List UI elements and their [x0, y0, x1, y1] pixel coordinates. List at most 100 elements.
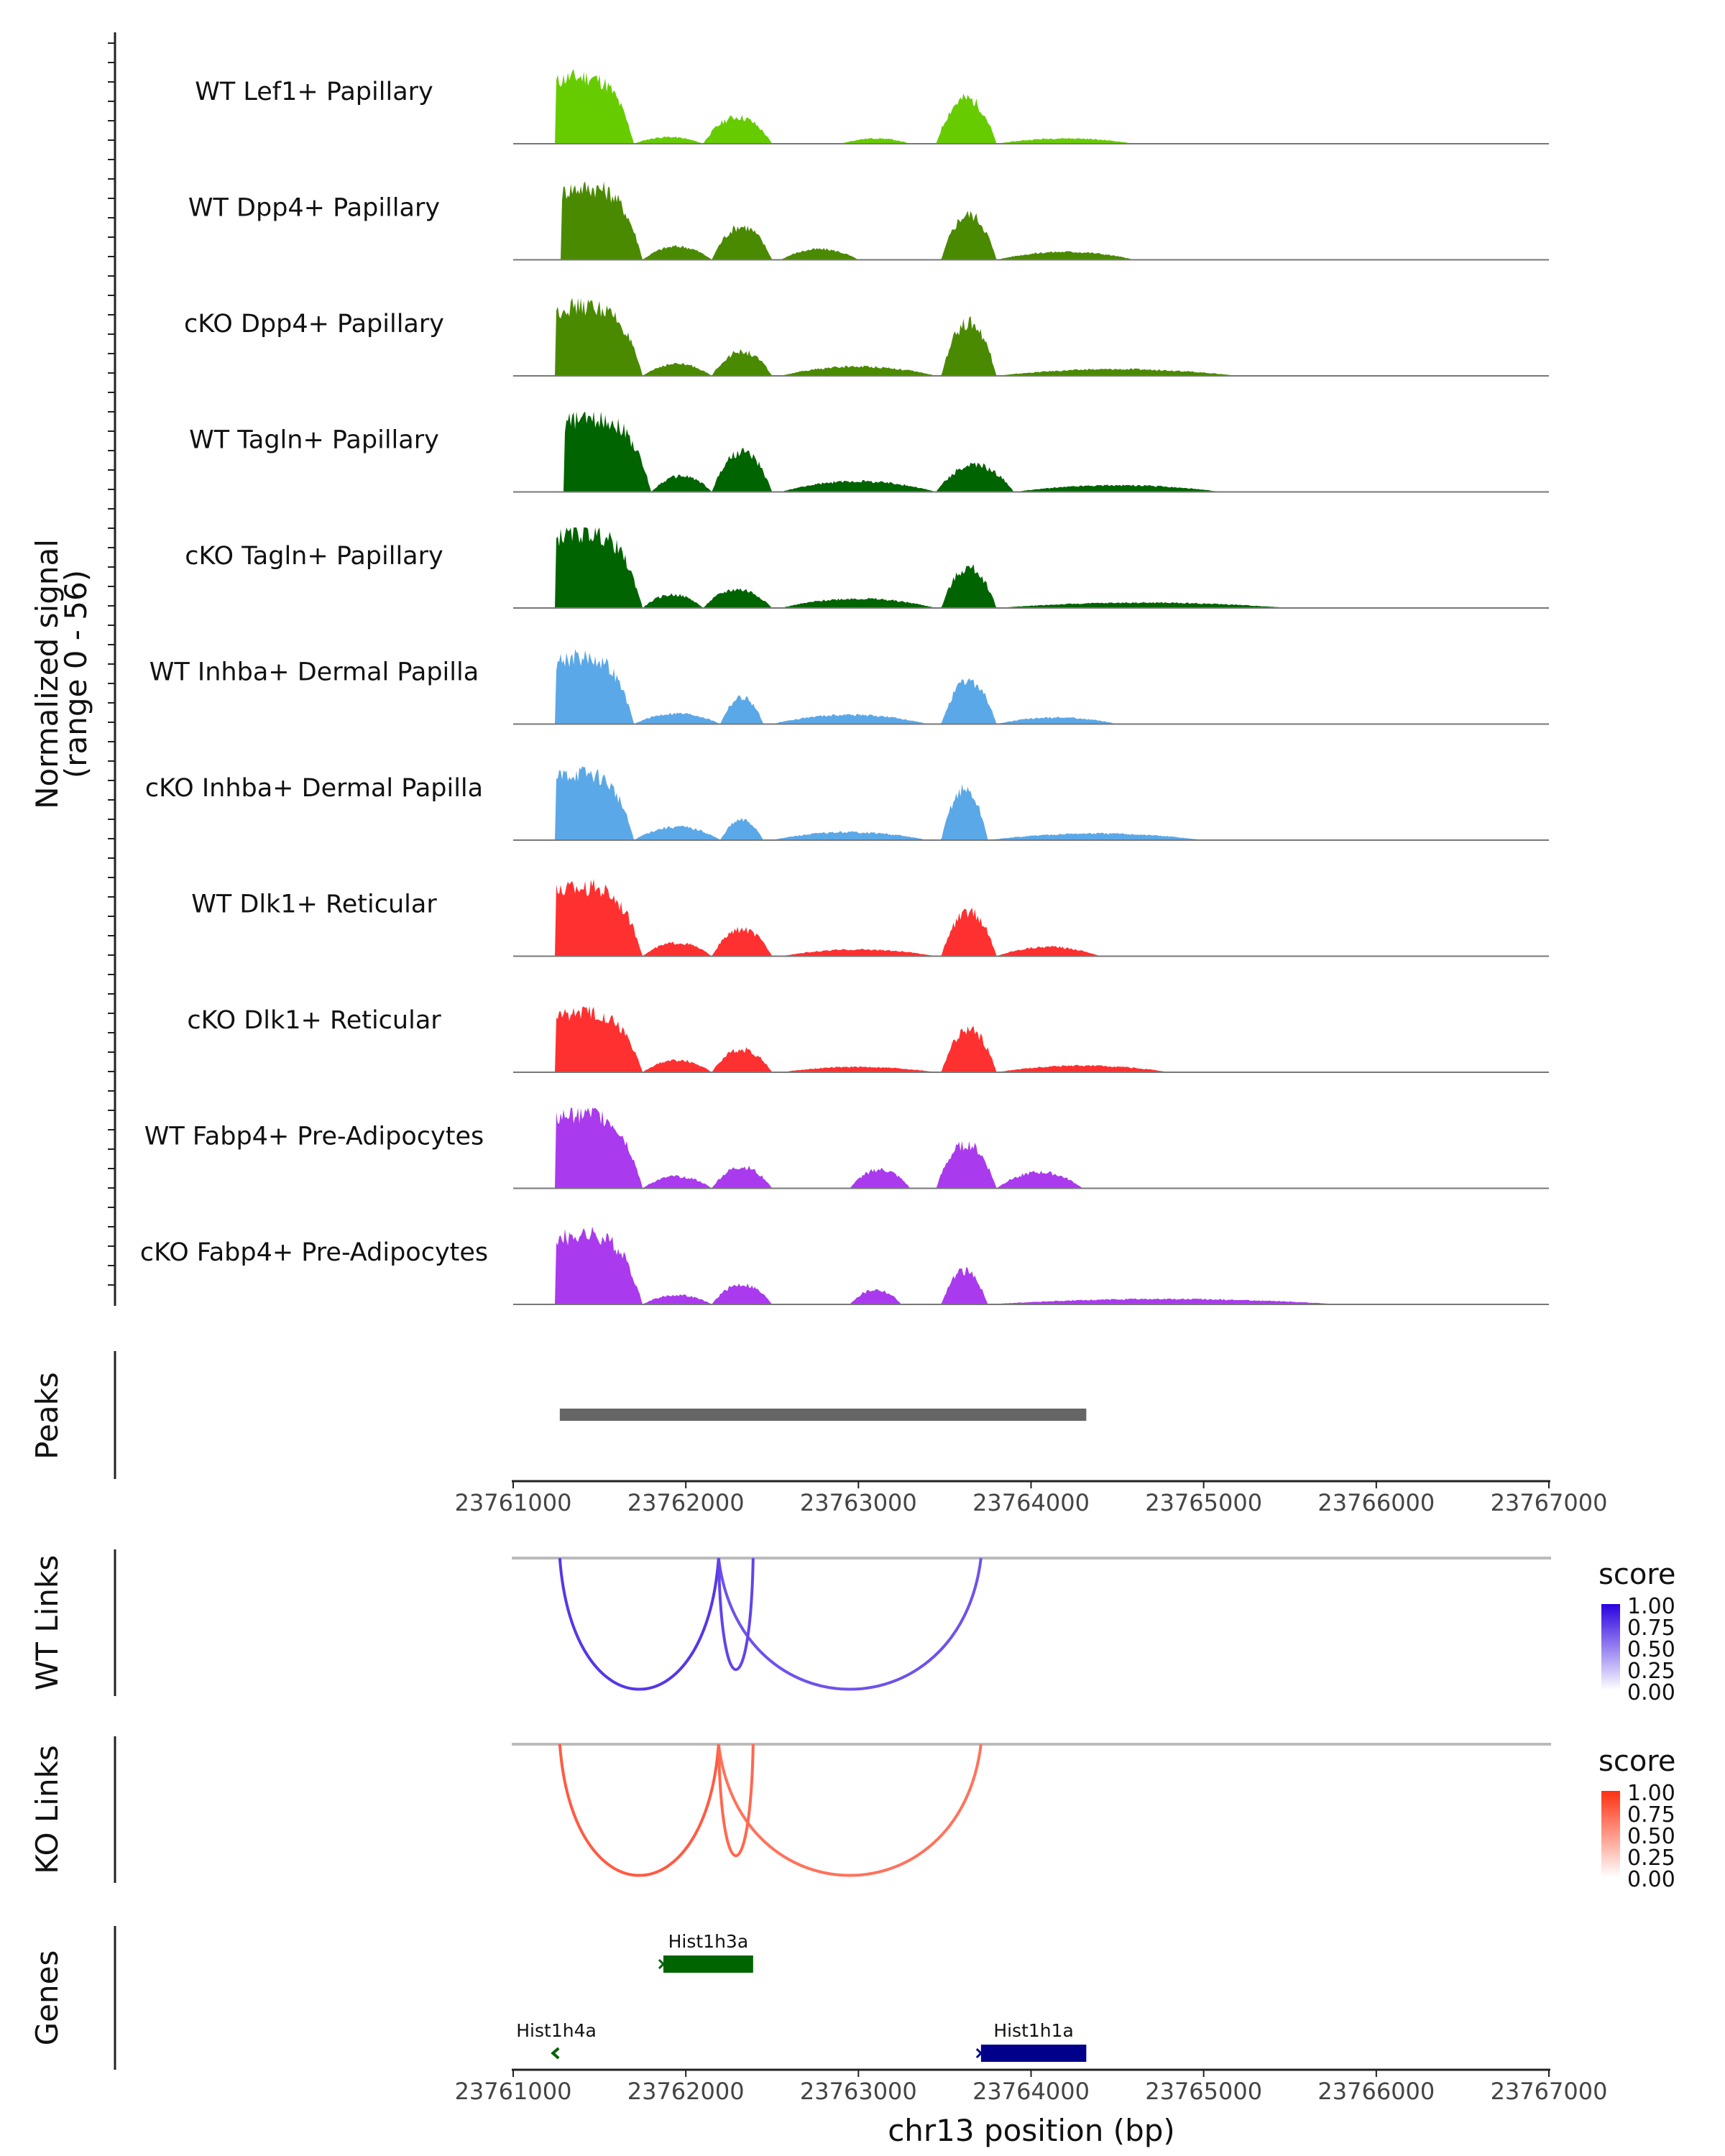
- x-tick-label: 23763000: [800, 1489, 917, 1516]
- x-tick-label: 23766000: [1317, 1489, 1435, 1516]
- strand-arrow-icon: [658, 1958, 666, 1970]
- coverage-y-axis: Normalized signal (range 0 - 56): [29, 32, 116, 1306]
- coverage-area: [513, 879, 1549, 957]
- gene-feature: Hist1h3a: [658, 1931, 753, 1973]
- legend-tick-label: 0.75: [1627, 1802, 1675, 1828]
- legend-tick-label: 0.75: [1627, 1616, 1675, 1641]
- coverage-area: [513, 69, 1549, 144]
- coverage-track: cKO Inhba+ Dermal Papilla: [145, 766, 1549, 841]
- x-tick-label: 23765000: [1145, 1489, 1262, 1516]
- coverage-area: [513, 411, 1549, 492]
- gene-body: [663, 1955, 753, 1973]
- gene-label: Hist1h4a: [516, 2020, 597, 2041]
- strand-arrow-icon: [551, 2047, 560, 2060]
- gene-body: [980, 2045, 1087, 2062]
- legend-tick-label: 0.00: [1627, 1680, 1675, 1705]
- legend-tick-label: 0.50: [1627, 1637, 1675, 1662]
- track-label: WT Fabp4+ Pre-Adipocytes: [144, 1123, 484, 1151]
- coverage-tracks: WT Lef1+ Papillary WT Dpp4+ Papillary cKO …: [140, 69, 1549, 1305]
- coverage-track: cKO Dlk1+ Reticular: [187, 1006, 1549, 1073]
- coverage-track: cKO Fabp4+ Pre-Adipocytes: [140, 1226, 1549, 1305]
- coverage-track: WT Dpp4+ Papillary: [188, 181, 1549, 261]
- legend-tick-label: 1.00: [1627, 1781, 1675, 1806]
- legend-tick-label: 1.00: [1627, 1594, 1675, 1619]
- track-label: cKO Dpp4+ Papillary: [184, 310, 444, 338]
- legend-tick-label: 0.50: [1627, 1824, 1675, 1849]
- coverage-area: [513, 649, 1549, 724]
- track-label: WT Dpp4+ Papillary: [188, 194, 440, 223]
- x-tick-label: 23763000: [800, 2078, 917, 2105]
- x-axis-title: chr13 position (bp): [888, 2113, 1175, 2148]
- track-label: cKO Fabp4+ Pre-Adipocytes: [140, 1238, 488, 1267]
- coverage-y-ticks: [108, 42, 115, 1286]
- strand-arrow-icon: [975, 2047, 983, 2059]
- x-tick-label: 23764000: [972, 2078, 1090, 2105]
- x-tick-label: 23761000: [455, 2078, 572, 2105]
- coverage-area: [513, 528, 1549, 608]
- gene-feature: Hist1h4a: [516, 2020, 597, 2060]
- link-arc: [717, 1557, 983, 1691]
- ko-score-legend: score 1.000.750.500.250.00: [1598, 1745, 1675, 1892]
- coverage-area: [513, 181, 1549, 260]
- coverage-track: WT Lef1+ Papillary: [195, 69, 1549, 144]
- ko-legend-colorbar: [1601, 1791, 1620, 1877]
- x-tick-label: 23766000: [1317, 2078, 1435, 2105]
- gene-label: Hist1h1a: [993, 2020, 1074, 2041]
- ko-legend-title: score: [1598, 1745, 1675, 1778]
- coverage-area: [513, 1006, 1549, 1072]
- track-label: cKO Inhba+ Dermal Papilla: [145, 774, 483, 803]
- x-tick-label: 23765000: [1145, 2078, 1262, 2105]
- legend-tick-label: 0.25: [1627, 1846, 1675, 1871]
- x-tick-label: 23767000: [1491, 1489, 1608, 1516]
- coverage-track: cKO Dpp4+ Papillary: [184, 298, 1549, 377]
- track-label: WT Inhba+ Dermal Papilla: [150, 658, 479, 687]
- x-axis-top: 23761000 23762000 23763000 23764000 23765000…: [455, 1480, 1608, 1516]
- genes-track-label: Genes: [29, 1950, 65, 2046]
- link-arc: [717, 1743, 983, 1877]
- coverage-track: cKO Tagln+ Papillary: [185, 528, 1549, 609]
- coverage-area: [513, 1226, 1549, 1304]
- wt-legend-ticks: 1.000.750.500.250.00: [1627, 1594, 1675, 1705]
- wt-legend-title: score: [1598, 1558, 1675, 1591]
- peaks-track-label: Peaks: [29, 1372, 65, 1460]
- link-arc: [717, 1743, 755, 1858]
- legend-tick-label: 0.00: [1627, 1867, 1675, 1892]
- link-arc: [558, 1557, 720, 1691]
- coverage-area: [513, 766, 1549, 840]
- track-label: cKO Dlk1+ Reticular: [187, 1006, 441, 1035]
- ko-links-label: KO Links: [29, 1745, 65, 1874]
- coverage-track: WT Fabp4+ Pre-Adipocytes: [144, 1107, 1549, 1189]
- ko-legend-ticks: 1.000.750.500.250.00: [1627, 1781, 1675, 1892]
- coverage-track: WT Tagln+ Papillary: [189, 411, 1549, 493]
- wt-score-legend: score 1.000.750.500.250.00: [1598, 1558, 1675, 1705]
- x-tick-label: 23761000: [455, 1489, 572, 1516]
- track-label: cKO Tagln+ Papillary: [185, 542, 443, 571]
- peak-region: [559, 1409, 1087, 1421]
- y-axis-label-line2: (range 0 - 56): [58, 570, 93, 778]
- coverage-area: [513, 298, 1549, 376]
- peaks-track: Peaks: [29, 1351, 1087, 1479]
- x-tick-label: 23767000: [1491, 2078, 1608, 2105]
- link-arc: [717, 1557, 755, 1672]
- track-label: WT Dlk1+ Reticular: [191, 890, 437, 919]
- wt-links-label: WT Links: [29, 1555, 65, 1690]
- wt-links-track: WT Links: [29, 1549, 1551, 1696]
- genes-track: Genes Hist1h3a Hist1h4a Hist1h1a: [29, 1926, 1087, 2070]
- gene-feature: Hist1h1a: [975, 2020, 1087, 2062]
- gene-label: Hist1h3a: [668, 1931, 749, 1952]
- x-tick-label: 23762000: [627, 1489, 745, 1516]
- track-label: WT Lef1+ Papillary: [195, 78, 433, 106]
- coverage-track: WT Inhba+ Dermal Papilla: [150, 649, 1549, 725]
- x-tick-label: 23762000: [627, 2078, 745, 2105]
- link-arc: [558, 1743, 720, 1877]
- coverage-track: WT Dlk1+ Reticular: [191, 879, 1549, 957]
- x-axis-bottom: 23761000 23762000 23763000 23764000 23765000…: [455, 2068, 1608, 2105]
- coverage-area: [513, 1107, 1549, 1189]
- x-tick-label: 23764000: [972, 1489, 1090, 1516]
- legend-tick-label: 0.25: [1627, 1659, 1675, 1684]
- y-axis-label-line1: Normalized signal: [29, 539, 65, 809]
- ko-links-track: KO Links: [29, 1736, 1551, 1883]
- track-label: WT Tagln+ Papillary: [189, 426, 439, 455]
- wt-legend-colorbar: [1601, 1604, 1620, 1690]
